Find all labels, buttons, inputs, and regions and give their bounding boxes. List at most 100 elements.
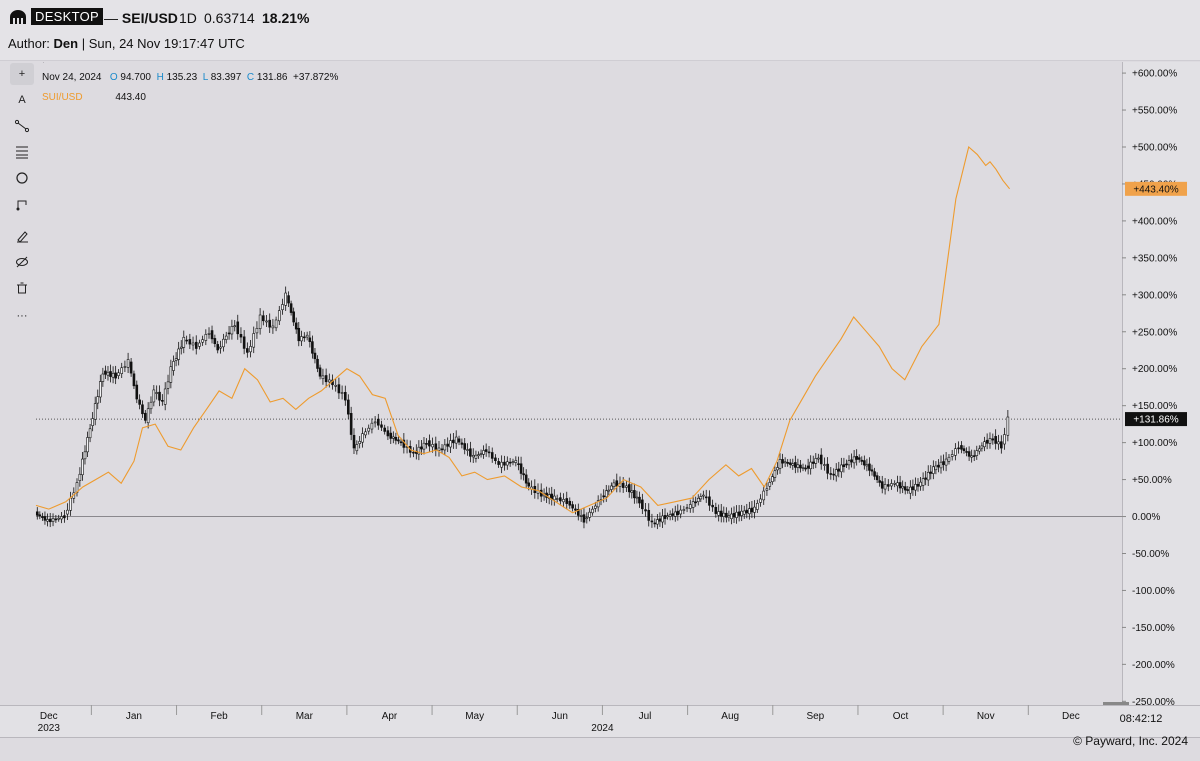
candle-body [101, 373, 105, 382]
fib-icon[interactable] [10, 141, 34, 163]
candle-body [297, 327, 301, 342]
candle-body [380, 424, 383, 428]
candle-body [762, 490, 766, 501]
hide-icon[interactable] [10, 251, 34, 273]
candle-body [63, 515, 66, 519]
candle-body [555, 498, 559, 500]
candle-body [740, 510, 743, 516]
y-tick-label: -200.00% [1132, 660, 1175, 671]
crosshair-icon[interactable]: + [10, 63, 34, 85]
compare-symbol[interactable]: SUI/USD [42, 92, 83, 103]
candle-body [35, 511, 39, 516]
trash-icon[interactable] [10, 277, 34, 299]
candle-body [463, 443, 467, 450]
candle-body [230, 325, 234, 335]
candle-body [591, 508, 594, 514]
candle-body [890, 483, 893, 487]
candle-body [947, 456, 951, 462]
x-axis-panel [0, 705, 1200, 737]
candle-body [321, 375, 325, 379]
candle-body [166, 381, 170, 389]
candle-body [132, 373, 136, 387]
candle-body [138, 399, 141, 405]
candle-body [99, 381, 102, 398]
candle-body [466, 449, 469, 451]
candle-body [318, 367, 322, 377]
candle-body [54, 518, 58, 521]
candle-body [702, 494, 705, 497]
candle-body [284, 292, 287, 306]
candle-body [607, 489, 611, 492]
candle-body [919, 481, 922, 487]
candle-body [630, 490, 634, 493]
interval-label[interactable]: 1D [179, 10, 197, 26]
circle-icon[interactable] [10, 167, 34, 189]
candle-body [944, 458, 948, 466]
trend-line-icon[interactable] [10, 115, 34, 137]
candle-body [819, 454, 823, 465]
candle-body [434, 443, 438, 451]
candle-body [198, 342, 201, 347]
text-icon[interactable]: A [18, 94, 26, 106]
x-tick-label: Nov [977, 711, 995, 722]
candle-body [765, 488, 769, 491]
candle-body [582, 514, 586, 523]
y-tick-label: +350.00% [1132, 253, 1177, 264]
candle-body [776, 467, 779, 471]
scroll-handle[interactable] [1103, 702, 1129, 705]
candle-body [135, 384, 139, 400]
candle-body [313, 352, 317, 360]
candle-body [155, 392, 158, 394]
candle-body [246, 348, 249, 353]
candle-body [262, 315, 265, 322]
price-tag-label: +443.40% [1133, 184, 1178, 195]
candle-body [487, 451, 491, 454]
candle-body [753, 506, 756, 513]
candle-body [911, 486, 915, 491]
legend-change: +37.872% [293, 72, 339, 83]
candle-body [937, 464, 940, 468]
post-datetime: | Sun, 24 Nov 19:17:47 UTC [81, 36, 245, 51]
candle-body [635, 496, 639, 499]
candle-body [834, 469, 838, 477]
candle-body [255, 327, 259, 334]
candle-body [663, 515, 667, 519]
candle-body [970, 455, 973, 458]
candle-body [801, 467, 805, 469]
y-tick-label: +550.00% [1132, 106, 1177, 117]
candle-body [615, 480, 619, 487]
y-tick-label: +500.00% [1132, 142, 1177, 153]
brush-icon[interactable] [10, 193, 34, 215]
candle-body [172, 361, 175, 371]
candle-body [66, 509, 69, 515]
candle-body [86, 437, 89, 453]
candle-body [300, 336, 303, 342]
symbol-label[interactable]: — SEI/USD [104, 10, 178, 26]
candle-body [106, 371, 110, 376]
y-tick-label: 0.00% [1132, 512, 1160, 523]
candle-body [745, 509, 749, 514]
more-icon[interactable]: ··· [16, 310, 28, 322]
candle-body [750, 507, 754, 513]
candle-body [788, 462, 792, 465]
candle-body [158, 391, 161, 401]
candle-body [610, 485, 613, 490]
platform-badge: DESKTOP [31, 8, 103, 25]
candle-body [281, 304, 284, 311]
candle-body [412, 451, 415, 454]
y-tick-label: -100.00% [1132, 586, 1175, 597]
candle-body [696, 497, 700, 502]
candle-body [783, 461, 787, 464]
price-tag-sei [1125, 412, 1187, 427]
candle-body [748, 508, 751, 515]
pen-icon[interactable] [10, 225, 34, 247]
candle-body [1006, 416, 1010, 436]
candle-body [328, 379, 331, 383]
candle-body [685, 507, 689, 510]
candle-body [227, 332, 231, 335]
candle-body [117, 372, 120, 376]
open-value: 94.700 [120, 72, 151, 83]
candle-body [503, 461, 506, 466]
candle-body [903, 486, 907, 491]
